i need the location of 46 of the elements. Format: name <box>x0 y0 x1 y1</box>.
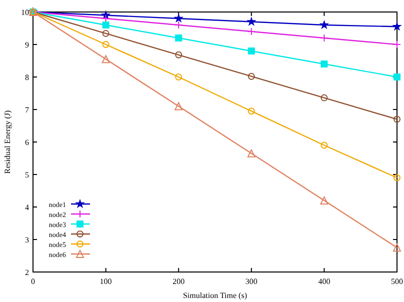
x-tick-label: 100 <box>100 277 112 286</box>
point <box>248 108 255 115</box>
point <box>247 149 256 158</box>
point <box>174 102 183 110</box>
point <box>393 244 401 252</box>
point <box>246 16 256 26</box>
point <box>393 40 401 48</box>
x-tick-label: 0 <box>31 277 35 286</box>
point <box>320 142 328 149</box>
point <box>102 41 110 48</box>
y-tick-label: 4 <box>25 203 29 212</box>
point <box>394 174 400 182</box>
y-tick-label: 3 <box>25 236 29 244</box>
point <box>247 28 256 36</box>
point <box>102 30 110 37</box>
point <box>320 94 328 102</box>
point <box>102 14 110 22</box>
point <box>174 21 183 29</box>
point <box>392 21 402 31</box>
point <box>102 55 110 64</box>
point <box>248 48 255 54</box>
point <box>175 74 182 80</box>
y-tick-label: 8 <box>25 73 29 82</box>
x-tick-label: 500 <box>391 277 403 286</box>
point <box>394 116 400 123</box>
x-tick-label: 200 <box>172 277 185 286</box>
y-tick-label: 2 <box>25 268 29 277</box>
point <box>102 22 110 28</box>
point <box>320 34 328 42</box>
point <box>394 74 400 80</box>
point <box>175 34 182 42</box>
y-tick-label: 6 <box>25 138 29 147</box>
point <box>320 60 328 68</box>
y-tick-label: 9 <box>25 40 29 50</box>
point <box>248 72 255 80</box>
x-axis-title: Simulation Time (s) <box>182 291 248 300</box>
x-tick-label: 400 <box>318 277 330 286</box>
point <box>175 51 182 58</box>
point <box>174 13 184 23</box>
y-tick-label: 5 <box>25 170 29 180</box>
y-tick-label: 10 <box>21 8 29 17</box>
y-tick-label: 7 <box>25 106 29 114</box>
point <box>319 20 330 30</box>
x-tick-label: 300 <box>245 277 258 286</box>
y-axis-title: Residual Energy (J) <box>3 110 12 174</box>
point <box>320 196 328 204</box>
